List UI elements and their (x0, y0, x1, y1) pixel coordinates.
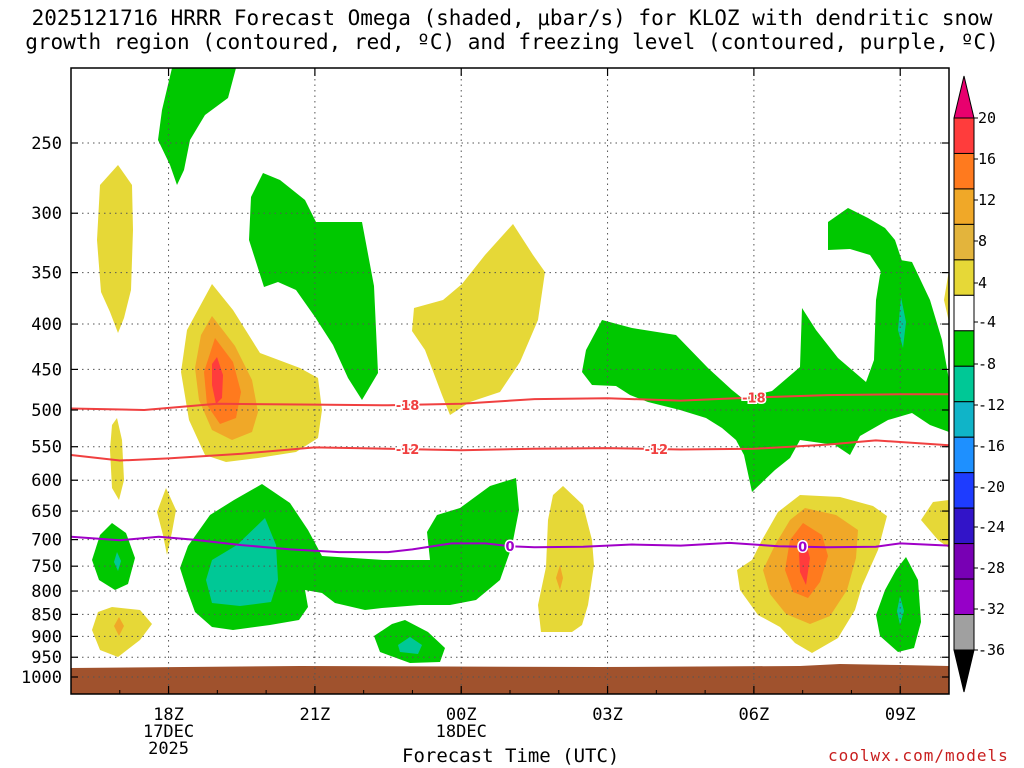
omega-region-pos-00z (412, 224, 545, 415)
omega-region-pos-edge-right (921, 500, 949, 548)
colorbar-swatch (953, 472, 975, 509)
colorbar-label: -4 (978, 313, 996, 331)
colorbar-label: -32 (978, 600, 1005, 618)
omega-region-pos-far-right (944, 270, 949, 322)
colorbar-swatch (953, 152, 975, 190)
contour-label: -12 (645, 443, 669, 458)
contour-label: -18 (742, 391, 766, 406)
omega-fields (71, 68, 949, 694)
y-tick-label: 500 (31, 401, 62, 421)
omega-region-neg-lower-left-small-8 (114, 552, 121, 571)
omega-region-neg-lower-main-8 (206, 518, 278, 606)
colorbar-label: -20 (978, 478, 1005, 496)
y-tick-label: 700 (31, 531, 62, 551)
omega-region-pos-mid-left-16 (212, 357, 223, 404)
colorbar-label: 8 (978, 232, 987, 250)
omega-region-pos-lower-left-small (92, 607, 152, 657)
colorbar-swatch (953, 614, 975, 651)
y-tick-label: 250 (31, 134, 62, 154)
colorbar-label: -36 (978, 641, 1005, 659)
y-tick-label: 550 (31, 438, 62, 458)
y-tick-label: 450 (31, 360, 62, 380)
colorbar-swatch (953, 401, 975, 438)
ground-fill (71, 664, 949, 694)
freezing-level-contour (70, 535, 950, 554)
y-tick-label: 400 (31, 315, 62, 335)
y-tick-label: 1000 (21, 668, 62, 688)
omega-region-neg-right-8 (898, 297, 906, 348)
omega-region-neg-right-mid (582, 258, 949, 492)
colorbar-label: 12 (978, 191, 996, 209)
x-tick-label: 21Z (300, 705, 331, 725)
y-tick-label: 300 (31, 204, 62, 224)
colorbar-swatch (953, 294, 975, 332)
x-axis-label: Forecast Time (UTC) (402, 745, 620, 767)
contour-label: 0 (798, 541, 807, 556)
colorbar-swatch (953, 578, 975, 616)
colorbar-swatch (953, 223, 975, 261)
colorbar-swatch (953, 259, 975, 296)
y-axis: 2503003504004505005506006507007508008509… (21, 134, 949, 688)
colorbar-swatch (953, 436, 975, 474)
dendritic-contour-minus18 (70, 393, 949, 412)
colorbar-swatch (953, 188, 975, 225)
colorbar-label: -12 (978, 396, 1005, 414)
omega-region-neg-lower-right-8 (897, 596, 904, 625)
omega-region-pos-upper-left (97, 165, 133, 333)
x-tick-label: 03Z (592, 705, 623, 725)
y-tick-label: 850 (31, 605, 62, 625)
colorbar-label: 16 (978, 150, 996, 168)
chart-title: 2025121716 HRRR Forecast Omega (shaded, … (0, 6, 1024, 54)
omega-region-pos-lower-mid-8 (556, 565, 563, 590)
x-tick-label: 09Z (885, 705, 916, 725)
contour-label: -18 (396, 399, 420, 414)
y-tick-label: 600 (31, 471, 62, 491)
x-tick-label: 00Z (446, 705, 477, 725)
omega-region-pos-lower-mid (538, 486, 594, 632)
x-tick-date: 17DEC (143, 722, 194, 742)
y-tick-label: 650 (31, 502, 62, 522)
credit-link[interactable]: coolwx.com/models (828, 746, 1009, 765)
colorbar-label: -28 (978, 559, 1005, 577)
colorbar-label: -24 (978, 518, 1005, 536)
colorbar-swatch (953, 365, 975, 403)
colorbar-label: 20 (978, 109, 996, 127)
y-tick-label: 350 (31, 264, 62, 284)
contour-label: -12 (396, 443, 420, 458)
omega-region-neg-right-upper (828, 208, 912, 312)
contour-label: 0 (505, 540, 514, 555)
colorbar-label: 4 (978, 274, 987, 292)
omega-region-pos-lower-left-small-8 (114, 617, 124, 636)
contour-lines: -18 -18 -12 -12 0 0 (70, 390, 950, 557)
colorbar-label: -8 (978, 355, 996, 373)
title-line-2: growth region (contoured, red, ºC) and f… (25, 30, 999, 54)
dendritic-contour-minus12 (70, 439, 950, 462)
omega-region-pos-tiny-2 (157, 488, 176, 555)
omega-region-neg-mid-upper (249, 173, 378, 400)
omega-region-pos-lower-right-16 (799, 540, 810, 585)
x-tick-year: 2025 (148, 739, 189, 759)
y-tick-label: 900 (31, 627, 62, 647)
colorbar-label: -16 (978, 437, 1005, 455)
x-tick-label: 18Z (153, 705, 184, 725)
colorbar-swatch (953, 117, 975, 154)
colorbar-swatch (953, 330, 975, 367)
colorbar-top-arrow (953, 75, 975, 119)
colorbar-bottom-arrow (953, 649, 975, 693)
title-line-1: 2025121716 HRRR Forecast Omega (shaded, … (31, 6, 993, 30)
y-tick-label: 800 (31, 582, 62, 602)
omega-region-neg-lower-bottom-8 (398, 637, 422, 654)
colorbar-swatch (953, 507, 975, 545)
colorbar-swatch (953, 543, 975, 580)
x-tick-label: 06Z (739, 705, 770, 725)
colorbar: 20 16 12 8 4 -4 -8 -12 -16 -20 -24 -28 -32 -36 (953, 75, 1005, 693)
omega-region-neg-lower-left-small (92, 523, 135, 590)
y-tick-label: 750 (31, 557, 62, 577)
y-tick-label: 950 (31, 648, 62, 668)
omega-region-neg-upper-left (158, 68, 236, 185)
x-tick-date: 18DEC (436, 722, 487, 742)
omega-region-pos-small-1 (110, 418, 124, 500)
